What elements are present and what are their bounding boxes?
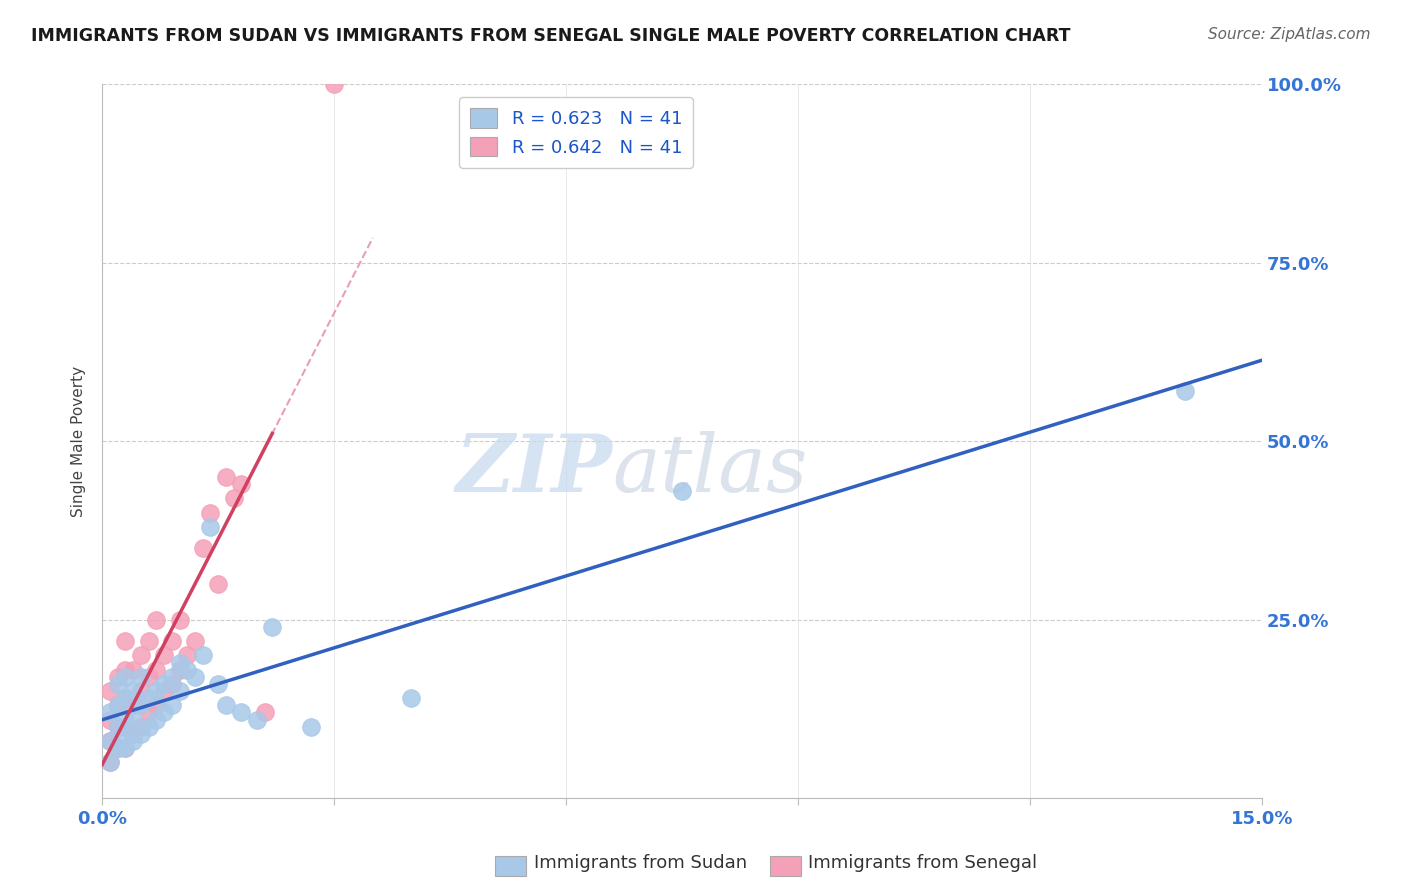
Point [401, 691, 423, 706]
Point [129, 727, 152, 741]
Point [98, 756, 121, 770]
Point [114, 634, 136, 648]
Point [246, 713, 269, 727]
Point [671, 484, 693, 499]
Point [107, 720, 129, 734]
Point [114, 691, 136, 706]
Point [153, 684, 176, 698]
Point [138, 706, 160, 720]
Point [122, 684, 145, 698]
Point [160, 677, 183, 691]
Text: atlas: atlas [613, 431, 808, 508]
Point [169, 663, 191, 677]
Point [222, 491, 245, 506]
Point [145, 663, 167, 677]
Point [107, 677, 129, 691]
Point [122, 663, 145, 677]
Point [122, 698, 145, 713]
Point [98, 756, 121, 770]
Point [153, 648, 176, 663]
Point [138, 634, 160, 648]
Point [114, 691, 136, 706]
Point [169, 684, 191, 698]
Point [122, 727, 145, 741]
Text: ZIP: ZIP [456, 431, 613, 508]
Point [160, 698, 183, 713]
Point [184, 670, 207, 684]
Point [114, 741, 136, 756]
Point [215, 470, 238, 484]
Point [98, 713, 121, 727]
Point [98, 706, 121, 720]
Point [114, 670, 136, 684]
Point [323, 78, 346, 92]
Y-axis label: Single Male Poverty: Single Male Poverty [72, 366, 86, 516]
Point [231, 706, 253, 720]
Point [184, 634, 207, 648]
Text: IMMIGRANTS FROM SUDAN VS IMMIGRANTS FROM SENEGAL SINGLE MALE POVERTY CORRELATION: IMMIGRANTS FROM SUDAN VS IMMIGRANTS FROM… [31, 27, 1070, 45]
Point [114, 713, 136, 727]
Point [207, 577, 229, 591]
Point [145, 684, 167, 698]
Point [114, 663, 136, 677]
Point [129, 698, 152, 713]
Text: Source: ZipAtlas.com: Source: ZipAtlas.com [1208, 27, 1371, 42]
Text: Immigrants from Sudan: Immigrants from Sudan [534, 855, 748, 872]
Text: Immigrants from Senegal: Immigrants from Senegal [808, 855, 1038, 872]
Point [129, 684, 152, 698]
Point [160, 634, 183, 648]
Point [215, 698, 238, 713]
Point [1174, 384, 1197, 399]
Point [107, 698, 129, 713]
Point [153, 706, 176, 720]
Point [122, 713, 145, 727]
Point [138, 720, 160, 734]
Point [253, 706, 276, 720]
Point [98, 734, 121, 748]
Point [138, 670, 160, 684]
Point [160, 670, 183, 684]
Point [107, 741, 129, 756]
Point [145, 713, 167, 727]
Point [169, 613, 191, 627]
Legend: R = 0.623   N = 41, R = 0.642   N = 41: R = 0.623 N = 41, R = 0.642 N = 41 [460, 97, 693, 168]
Point [114, 720, 136, 734]
Point [176, 648, 198, 663]
Point [98, 684, 121, 698]
Point [153, 677, 176, 691]
Point [231, 477, 253, 491]
Point [145, 613, 167, 627]
Point [200, 506, 222, 520]
Point [98, 734, 121, 748]
Point [114, 741, 136, 756]
Point [169, 656, 191, 670]
Point [299, 720, 322, 734]
Point [129, 648, 152, 663]
Point [207, 677, 229, 691]
Point [107, 741, 129, 756]
Point [176, 663, 198, 677]
Point [107, 698, 129, 713]
Point [129, 670, 152, 684]
Point [138, 691, 160, 706]
Point [114, 727, 136, 741]
Point [122, 734, 145, 748]
Point [191, 541, 214, 556]
Point [191, 648, 214, 663]
Point [145, 698, 167, 713]
Point [200, 520, 222, 534]
Point [107, 720, 129, 734]
Point [107, 670, 129, 684]
Point [129, 720, 152, 734]
Point [262, 620, 284, 634]
